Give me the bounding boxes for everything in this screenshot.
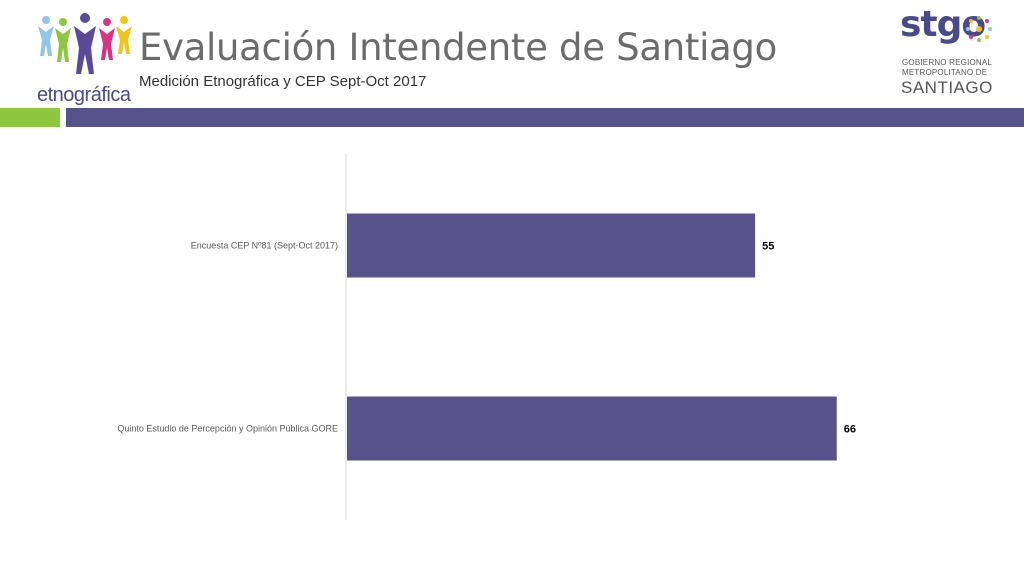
bar-chart: Encuesta CEP Nº81 (Sept-Oct 2017) 55 Quint… — [117, 154, 856, 520]
header-accent-purple — [66, 108, 1024, 127]
stgo-logo-line2: METROPOLITANO DE — [902, 68, 988, 77]
page-subtitle: Medición Etnográfica y CEP Sept-Oct 2017 — [139, 73, 427, 90]
etnografica-logo: etnográfica — [34, 10, 138, 106]
header-accent-green — [0, 108, 60, 127]
data-label-1: 66 — [844, 424, 856, 436]
sun-ring-icon — [966, 16, 992, 42]
etnografica-logo-text: etnográfica — [37, 84, 131, 106]
page-title: Evaluación Intendente de Santiago — [139, 26, 777, 69]
stgo-logo-line3: SANTIAGO — [901, 78, 993, 97]
people-figures-icon — [38, 13, 132, 74]
stgo-logo: stgo GOBIERNO REGIONAL METROPOLITANO DE … — [898, 4, 994, 100]
stgo-logo-line1: GOBIERNO REGIONAL — [902, 58, 993, 67]
category-label-0: Encuesta CEP Nº81 (Sept-Oct 2017) — [191, 241, 338, 251]
category-label-1: Quinto Estudio de Percepción y Opinión P… — [117, 424, 338, 434]
data-label-0: 55 — [762, 241, 774, 253]
bar-1 — [347, 396, 837, 461]
bar-0 — [347, 213, 756, 278]
